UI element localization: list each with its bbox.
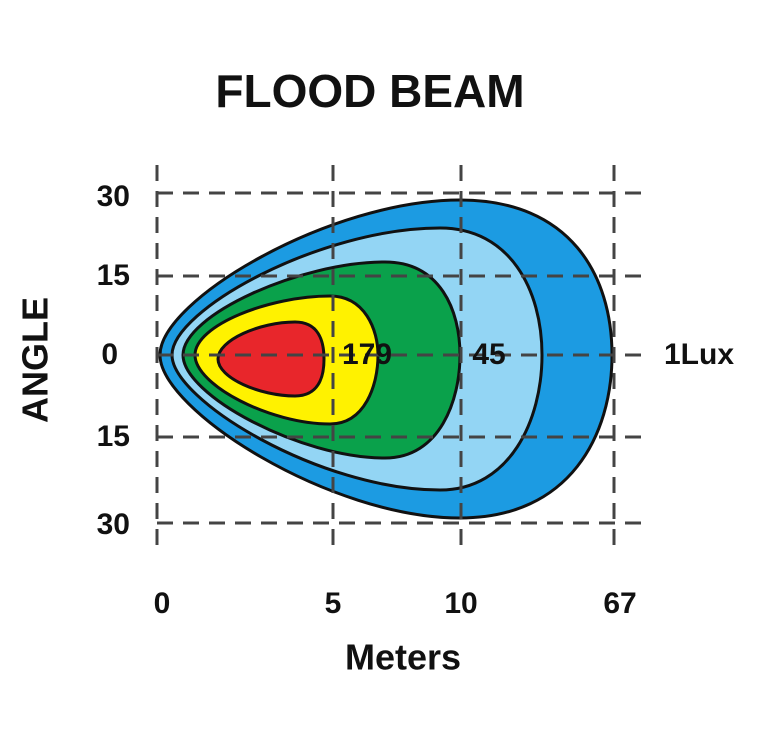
x-tick-label: 0	[154, 587, 171, 620]
x-tick-label: 10	[444, 587, 477, 620]
y-tick-label: 15	[97, 259, 130, 292]
y-tick-label: 15	[97, 420, 130, 453]
y-axis-label: ANGLE	[15, 297, 56, 423]
y-tick-label: 30	[97, 508, 130, 541]
x-tick-label: 67	[603, 587, 636, 620]
contour-label: 179	[342, 338, 392, 371]
x-tick-label: 5	[325, 587, 342, 620]
x-axis-label: Meters	[345, 637, 461, 678]
contour-label: 1Lux	[664, 338, 734, 371]
y-tick-label: 30	[97, 180, 130, 213]
contour-core	[216, 320, 326, 398]
contour-label: 45	[472, 338, 505, 371]
y-tick-label: 0	[101, 338, 118, 371]
title: FLOOD BEAM	[215, 65, 524, 117]
grid	[155, 165, 650, 550]
